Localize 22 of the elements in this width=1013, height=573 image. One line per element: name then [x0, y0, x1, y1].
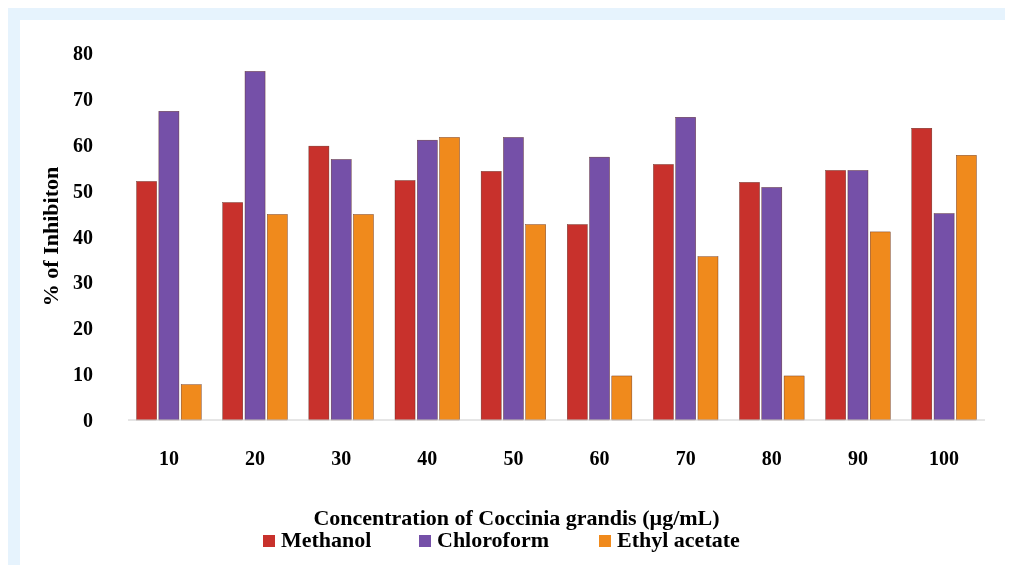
y-tick-label: 80 [73, 42, 93, 64]
y-tick-label: 60 [73, 133, 93, 156]
x-tick-label: 20 [245, 447, 266, 469]
x-tick-label: 90 [847, 447, 868, 469]
x-tick-label: 100 [929, 447, 960, 469]
y-tick-label: 50 [73, 179, 93, 202]
x-tick-label: 10 [158, 447, 179, 469]
legend-label: Chloroform [437, 527, 550, 552]
y-axis-title: % of Inhibiton [38, 166, 63, 307]
y-tick-label: 20 [73, 317, 93, 340]
x-tick-label: 30 [331, 447, 352, 469]
x-tick-label: 50 [503, 447, 524, 469]
y-tick-label: 10 [73, 363, 93, 386]
x-tick-label: 70 [675, 447, 696, 469]
x-tick-label: 80 [761, 447, 782, 469]
x-tick-label: 60 [589, 447, 610, 469]
y-tick-label: 70 [73, 87, 93, 110]
y-tick-label: 0 [83, 409, 93, 431]
y-tick-label: 40 [73, 225, 93, 248]
legend-label: Methanol [281, 527, 372, 552]
x-tick-label: 40 [417, 447, 438, 469]
y-tick-label: 30 [73, 271, 93, 294]
